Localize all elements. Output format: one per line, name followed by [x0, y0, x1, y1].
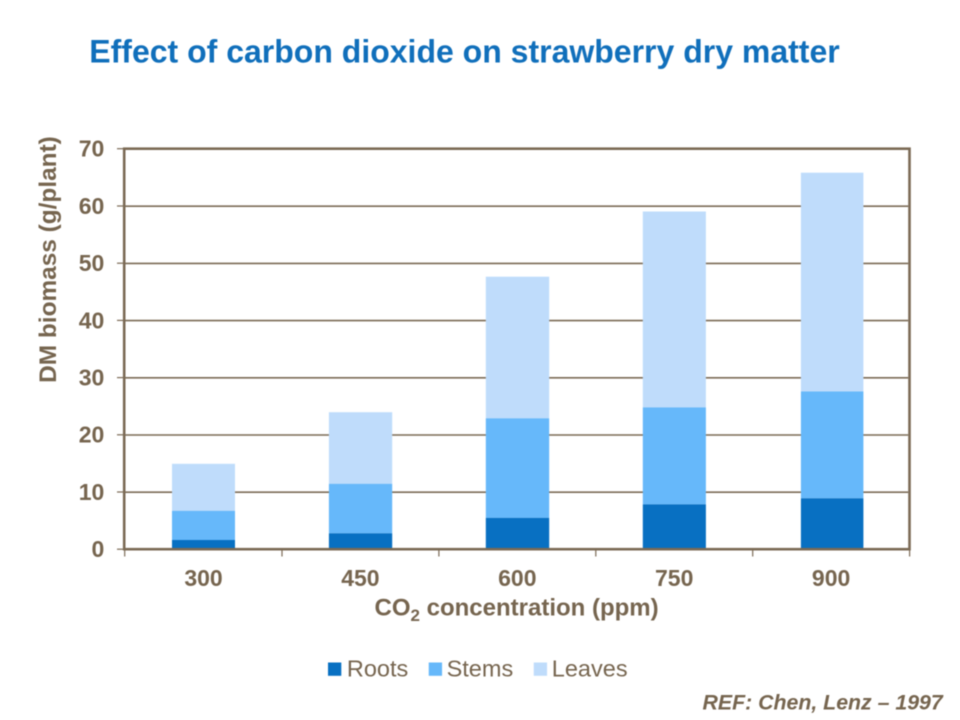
svg-text:50: 50	[79, 250, 105, 276]
svg-text:70: 70	[79, 136, 105, 162]
svg-text:Stems: Stems	[447, 656, 514, 682]
svg-text:900: 900	[812, 565, 850, 591]
svg-text:CO2 concentration (ppm): CO2 concentration (ppm)	[375, 595, 659, 626]
svg-text:300: 300	[184, 565, 222, 591]
svg-text:0: 0	[92, 536, 105, 562]
svg-text:Effect of carbon dioxide on st: Effect of carbon dioxide on strawberry d…	[89, 33, 839, 69]
svg-text:30: 30	[79, 365, 105, 391]
svg-text:750: 750	[655, 565, 693, 591]
svg-text:DM biomass (g/plant): DM biomass (g/plant)	[35, 136, 62, 383]
svg-text:450: 450	[341, 565, 379, 591]
svg-text:20: 20	[79, 422, 105, 448]
svg-text:REF: Chen, Lenz – 1997: REF: Chen, Lenz – 1997	[703, 690, 944, 714]
svg-text:60: 60	[79, 193, 105, 219]
svg-text:10: 10	[79, 479, 105, 505]
svg-text:600: 600	[498, 565, 536, 591]
svg-text:Roots: Roots	[347, 656, 408, 682]
svg-text:40: 40	[79, 307, 105, 333]
svg-text:Leaves: Leaves	[552, 656, 628, 682]
